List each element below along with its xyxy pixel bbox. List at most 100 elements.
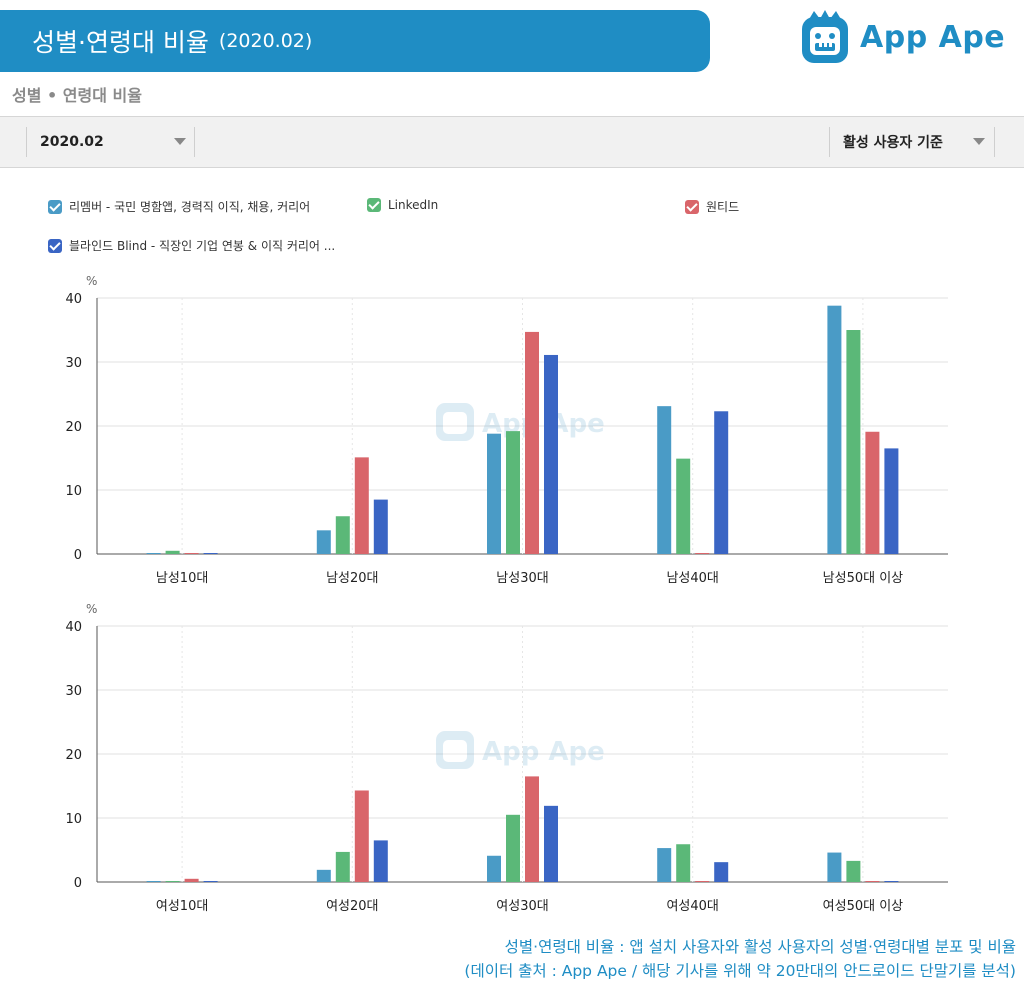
bar <box>676 844 691 882</box>
app-ape-logo: App Ape <box>800 8 1020 66</box>
section-subtitle: 성별 • 연령대 비율 <box>12 86 142 105</box>
page-period: (2020.02) <box>218 30 313 52</box>
female-age-chart: % 0 10 20 30 40 여성10대 여성20대 여성30대 여성40대 여성50대 이상 Ap… <box>65 602 948 914</box>
bar <box>335 851 350 882</box>
bar <box>316 869 331 882</box>
basis-select[interactable]: 활성 사용자 기준 <box>843 127 988 157</box>
legend-item-remember[interactable]: 리멤버 - 국민 명함앱, 경력직 이직, 채용, 커리어 <box>48 198 310 215</box>
bar <box>525 331 539 554</box>
y-tick-label: 40 <box>65 620 82 635</box>
bar <box>884 881 899 882</box>
bar <box>865 881 880 882</box>
checkbox-icon[interactable] <box>685 199 699 214</box>
legend-item-wanted[interactable]: 원티드 <box>685 198 739 215</box>
bar <box>676 458 691 554</box>
bar <box>827 852 842 882</box>
bar <box>657 406 672 554</box>
logo-text: App Ape <box>860 19 1006 55</box>
legend-label: 블라인드 Blind - 직장인 기업 연봉 & 이직 커리어 ... <box>69 239 336 253</box>
bar <box>827 305 842 554</box>
bar <box>373 840 388 882</box>
y-tick-label: 0 <box>74 548 82 563</box>
bar <box>657 848 672 882</box>
bar <box>354 457 369 554</box>
app-ape-watermark: App Ape <box>436 403 605 441</box>
bar <box>184 878 199 882</box>
bar <box>544 354 558 554</box>
bar <box>316 530 331 554</box>
bar <box>487 855 501 882</box>
watermark-mascot-face <box>443 740 467 762</box>
legend-label: LinkedIn <box>388 198 439 212</box>
bar <box>506 814 520 882</box>
bar <box>373 499 388 554</box>
basis-select-value: 활성 사용자 기준 <box>843 135 943 151</box>
y-tick-label: 30 <box>65 684 82 699</box>
legend-label: 리멤버 - 국민 명함앱, 경력직 이직, 채용, 커리어 <box>69 200 311 214</box>
x-tick-label: 여성10대 <box>156 899 208 914</box>
bar <box>695 553 710 554</box>
toolbar-divider <box>994 127 995 157</box>
bar <box>165 881 180 882</box>
y-tick-label: 20 <box>65 420 82 435</box>
bar <box>165 550 180 554</box>
bar <box>354 790 369 882</box>
watermark-mascot-face <box>443 412 467 434</box>
bar <box>544 805 558 882</box>
filter-toolbar: 2020.02 활성 사용자 기준 <box>0 116 1024 168</box>
x-tick-label: 여성20대 <box>326 899 378 914</box>
bar <box>203 553 218 554</box>
y-tick-label: 0 <box>74 876 82 891</box>
male-age-chart: % 0 10 20 30 40 남성10대 남성20대 남성30대 남성40대 남성50대 이상 Ap… <box>65 274 948 586</box>
y-tick-label: 30 <box>65 356 82 371</box>
bar <box>846 330 861 554</box>
x-tick-label: 남성40대 <box>666 571 718 586</box>
checkbox-icon[interactable] <box>48 199 62 214</box>
period-select-value: 2020.02 <box>40 134 104 150</box>
period-select[interactable]: 2020.02 <box>40 127 190 157</box>
legend-item-linkedin[interactable]: LinkedIn <box>367 198 438 212</box>
y-tick-label: 10 <box>65 484 82 499</box>
chevron-down-icon <box>174 138 186 145</box>
bar <box>146 881 161 882</box>
bar <box>335 516 350 554</box>
caption-line-2: (데이터 출처 : App Ape / 해당 기사를 위해 약 20만대의 안드… <box>464 962 1016 980</box>
x-tick-label: 여성50대 이상 <box>823 899 904 914</box>
y-tick-label: 10 <box>65 812 82 827</box>
checkbox-icon[interactable] <box>367 198 381 212</box>
bar <box>714 862 729 882</box>
y-tick-label: 20 <box>65 748 82 763</box>
bar <box>203 881 218 882</box>
watermark-mascot-icon <box>436 731 474 769</box>
bar <box>525 776 539 882</box>
bar <box>146 553 161 554</box>
x-tick-label: 남성30대 <box>496 571 548 586</box>
bar <box>884 448 899 554</box>
bar <box>714 411 729 554</box>
y-unit-label: % <box>86 274 97 288</box>
page-title: 성별·연령대 비율 <box>32 28 209 57</box>
x-tick-label: 여성30대 <box>496 899 548 914</box>
bar <box>506 431 520 554</box>
app-ape-watermark: App Ape <box>436 731 605 769</box>
x-tick-label: 남성10대 <box>156 571 208 586</box>
toolbar-divider <box>829 127 830 157</box>
watermark-text: App Ape <box>482 409 605 439</box>
bar <box>846 860 861 882</box>
x-tick-label: 남성20대 <box>326 571 378 586</box>
bar <box>184 553 199 554</box>
x-tick-label: 남성50대 이상 <box>823 571 904 586</box>
watermark-text: App Ape <box>482 737 605 767</box>
app-ape-mascot-icon <box>802 10 848 63</box>
y-tick-label: 40 <box>65 292 82 307</box>
toolbar-divider <box>194 127 195 157</box>
watermark-mascot-icon <box>436 403 474 441</box>
caption-line-1: 성별·연령대 비율 : 앱 설치 사용자와 활성 사용자의 성별·연령대별 분포… <box>504 938 1016 956</box>
bar <box>695 881 710 882</box>
y-unit-label: % <box>86 602 97 616</box>
bar <box>487 433 501 554</box>
checkbox-icon[interactable] <box>48 238 62 253</box>
x-tick-label: 여성40대 <box>666 899 718 914</box>
chevron-down-icon <box>973 138 985 145</box>
legend-item-blind[interactable]: 블라인드 Blind - 직장인 기업 연봉 & 이직 커리어 ... <box>48 237 335 254</box>
